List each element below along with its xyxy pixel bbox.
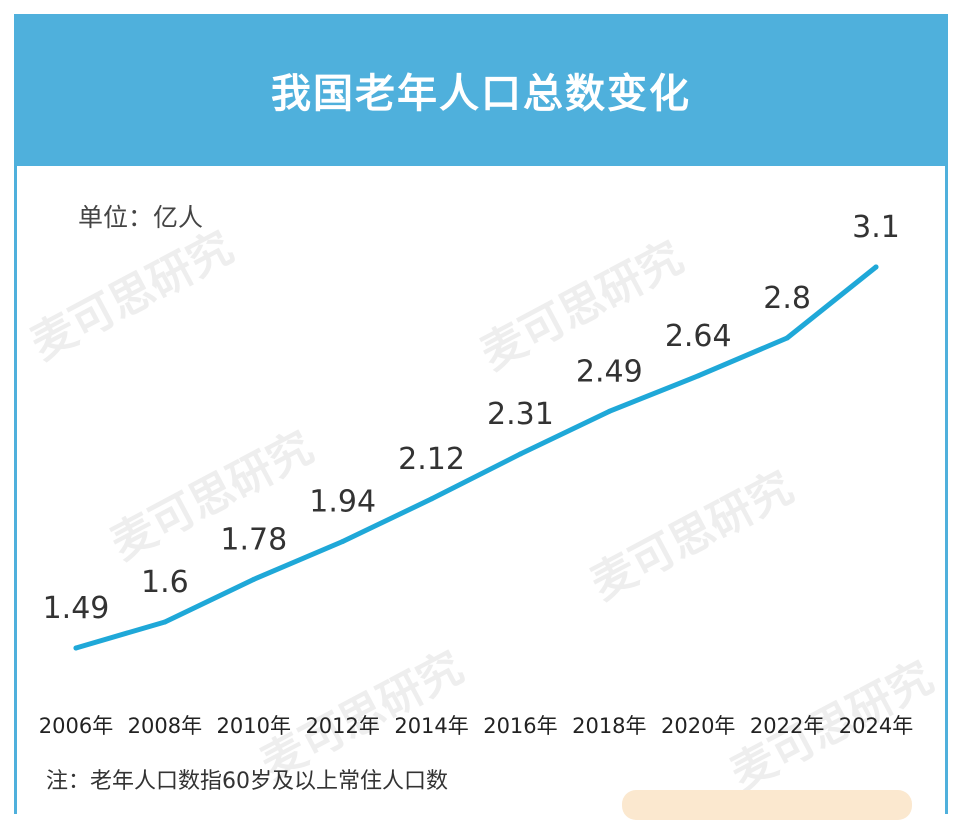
chart-header: 我国老年人口总数变化 — [14, 14, 948, 166]
data-label: 2.8 — [763, 281, 811, 316]
data-point — [695, 373, 701, 379]
data-label: 2.64 — [665, 319, 732, 354]
data-label: 2.49 — [576, 354, 643, 389]
chart-title: 我国老年人口总数变化 — [271, 71, 691, 117]
line-chart: 1.49 1.6 1.78 1.94 2.12 2.31 2.49 2.64 2.8 3.1 200… — [39, 210, 913, 738]
data-point — [784, 335, 790, 341]
x-tick-label: 2022年 — [750, 714, 824, 738]
data-label: 3.1 — [852, 210, 900, 245]
data-point — [429, 496, 435, 502]
unit-label: 单位：亿人 — [78, 203, 204, 232]
data-label: 2.12 — [398, 442, 465, 477]
data-label: 1.94 — [309, 485, 376, 520]
x-tick-label: 2010年 — [217, 714, 291, 738]
x-tick-label: 2006年 — [39, 714, 113, 738]
x-tick-label: 2016年 — [483, 714, 557, 738]
data-label: 1.49 — [43, 591, 110, 626]
data-label: 1.78 — [220, 522, 287, 557]
x-tick-label: 2020年 — [661, 714, 735, 738]
bottom-tab-decoration — [622, 790, 912, 820]
data-point — [73, 645, 79, 651]
series-line — [73, 264, 879, 651]
x-tick-label: 2024年 — [839, 714, 913, 738]
x-tick-label: 2008年 — [128, 714, 202, 738]
data-label: 1.6 — [141, 565, 189, 600]
data-point — [340, 539, 346, 545]
data-point — [873, 264, 879, 270]
footnote: 注：老年人口数指60岁及以上常住人口数 — [46, 769, 448, 794]
data-point — [251, 576, 257, 582]
data-point — [606, 408, 612, 414]
data-point — [162, 619, 168, 625]
x-tick-label: 2014年 — [394, 714, 468, 738]
data-point — [517, 451, 523, 457]
x-tick-label: 2012年 — [305, 714, 379, 738]
x-tick-label: 2018年 — [572, 714, 646, 738]
data-label: 2.31 — [487, 397, 554, 432]
